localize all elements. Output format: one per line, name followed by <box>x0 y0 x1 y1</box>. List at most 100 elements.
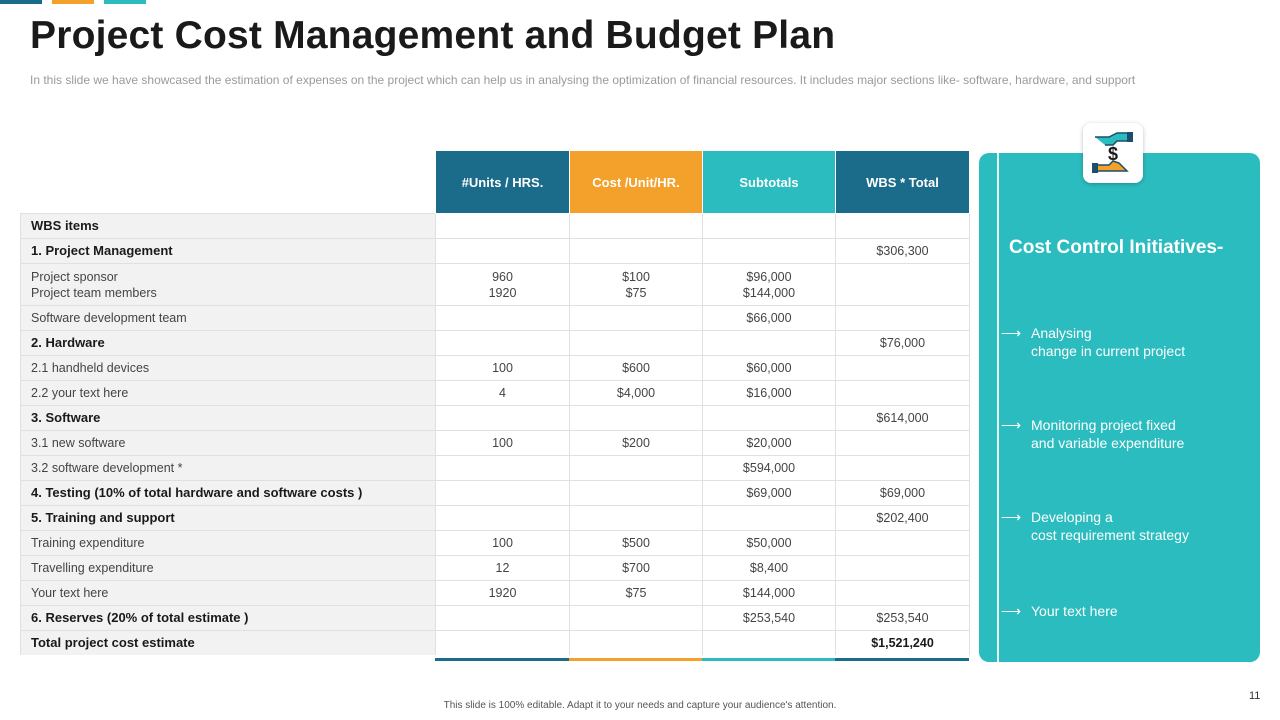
arrow-right-icon: ⟶ <box>1001 417 1022 433</box>
row-cost-cell <box>569 330 703 356</box>
row-total-cell <box>835 555 970 581</box>
row-units-cell: 100 <box>435 530 570 556</box>
table-row: 2. Hardware $76,000 <box>20 330 970 356</box>
footer-note: This slide is 100% editable. Adapt it to… <box>443 700 837 711</box>
row-total-cell <box>835 213 970 239</box>
row-cost-cell <box>569 405 703 431</box>
page-number: 11 <box>1249 690 1261 702</box>
header-empty-cell <box>20 150 436 214</box>
row-units-cell <box>435 238 570 264</box>
column-header-units: #Units / HRS. <box>435 150 570 214</box>
row-cost-cell <box>569 213 703 239</box>
row-units-cell <box>435 480 570 506</box>
row-item-cell: 3.1 new software <box>20 430 436 456</box>
page-title: Project Cost Management and Budget Plan <box>30 14 836 57</box>
row-units-cell <box>435 630 570 655</box>
row-total-cell <box>835 430 970 456</box>
row-cost-cell <box>569 480 703 506</box>
row-units-cell <box>435 330 570 356</box>
svg-text:$: $ <box>1108 144 1118 164</box>
arrow-right-icon: ⟶ <box>1001 509 1022 525</box>
table-row: 3. Software $614,000 <box>20 405 970 431</box>
table-bottom-line-teal <box>702 658 835 661</box>
row-item-cell: 3. Software <box>20 405 436 431</box>
panel-item-text: Analysing change in current project <box>1031 325 1186 359</box>
row-item-cell: 1. Project Management <box>20 238 436 264</box>
panel-item: ⟶ Analysing change in current project <box>1001 324 1256 360</box>
panel-item: ⟶ Monitoring project fixed and variable e… <box>1001 416 1256 452</box>
accent-bar-orange <box>52 0 94 4</box>
row-units-cell <box>435 213 570 239</box>
row-total-cell: $1,521,240 <box>835 630 970 655</box>
row-subtotal-cell: $50,000 <box>702 530 836 556</box>
row-cost-cell: $700 <box>569 555 703 581</box>
cost-control-panel: Cost Control Initiatives- ⟶ Analysing cha… <box>979 153 1260 662</box>
row-subtotal-cell: $253,540 <box>702 605 836 631</box>
row-subtotal-cell: $144,000 <box>702 580 836 606</box>
arrow-right-icon: ⟶ <box>1001 603 1022 619</box>
table-bottom-line-dark-2 <box>835 658 969 661</box>
row-subtotal-cell: $66,000 <box>702 305 836 331</box>
table-row: Travelling expenditure 12 $700 $8,400 <box>20 555 970 581</box>
row-total-cell: $306,300 <box>835 238 970 264</box>
row-subtotal-cell: $69,000 <box>702 480 836 506</box>
row-subtotal-cell: $16,000 <box>702 380 836 406</box>
row-item-cell: 4. Testing (10% of total hardware and so… <box>20 480 436 506</box>
row-item-cell: 3.2 software development * <box>20 455 436 481</box>
row-item-cell: Training expenditure <box>20 530 436 556</box>
row-item-cell: 6. Reserves (20% of total estimate ) <box>20 605 436 631</box>
row-subtotal-cell <box>702 405 836 431</box>
row-cost-cell: $500 <box>569 530 703 556</box>
row-item-cell: Software development team <box>20 305 436 331</box>
row-total-cell: $202,400 <box>835 505 970 531</box>
row-cost-cell <box>569 238 703 264</box>
panel-item-text: Your text here <box>1031 603 1118 619</box>
accent-bar-dark <box>0 0 42 4</box>
table-row: 4. Testing (10% of total hardware and so… <box>20 480 970 506</box>
row-units-cell <box>435 405 570 431</box>
table-row: 6. Reserves (20% of total estimate ) $253… <box>20 605 970 631</box>
table-row: Your text here 1920 $75 $144,000 <box>20 580 970 606</box>
panel-item: ⟶ Developing a cost requirement strategy <box>1001 508 1256 544</box>
row-item-cell: Travelling expenditure <box>20 555 436 581</box>
row-item-cell: 2.2 your text here <box>20 380 436 406</box>
row-total-cell <box>835 305 970 331</box>
row-total-cell: $253,540 <box>835 605 970 631</box>
table-bottom-line-dark <box>435 658 569 661</box>
row-units-cell: 960 1920 <box>435 263 570 306</box>
row-total-cell: $76,000 <box>835 330 970 356</box>
panel-divider-line <box>997 153 999 662</box>
table-bottom-line-orange <box>569 658 702 661</box>
row-cost-cell <box>569 455 703 481</box>
table-row: Training expenditure 100 $500 $50,000 <box>20 530 970 556</box>
row-subtotal-cell: $96,000 $144,000 <box>702 263 836 306</box>
row-total-cell <box>835 355 970 381</box>
row-subtotal-cell: $594,000 <box>702 455 836 481</box>
panel-title: Cost Control Initiatives- <box>1009 237 1224 258</box>
row-cost-cell <box>569 605 703 631</box>
cost-table: #Units / HRS. Cost /Unit/HR. Subtotals W… <box>20 150 970 655</box>
row-total-cell <box>835 580 970 606</box>
hand-dollar-icon: $ <box>1083 123 1143 183</box>
row-subtotal-cell <box>702 505 836 531</box>
table-row: 5. Training and support $202,400 <box>20 505 970 531</box>
table-row: 3.1 new software 100 $200 $20,000 <box>20 430 970 456</box>
table-row: 2.2 your text here 4 $4,000 $16,000 <box>20 380 970 406</box>
row-units-cell: 12 <box>435 555 570 581</box>
row-item-cell: Your text here <box>20 580 436 606</box>
row-cost-cell <box>569 630 703 655</box>
row-total-cell: $614,000 <box>835 405 970 431</box>
row-total-cell <box>835 530 970 556</box>
row-subtotal-cell <box>702 238 836 264</box>
row-item-cell: Project sponsor Project team members <box>20 263 436 306</box>
table-row: WBS items <box>20 213 970 239</box>
panel-item: ⟶ Your text here <box>1001 602 1256 620</box>
row-units-cell: 4 <box>435 380 570 406</box>
row-total-cell <box>835 263 970 306</box>
row-total-cell: $69,000 <box>835 480 970 506</box>
row-units-cell: 100 <box>435 355 570 381</box>
row-units-cell <box>435 305 570 331</box>
row-subtotal-cell: $60,000 <box>702 355 836 381</box>
panel-item-text: Monitoring project fixed and variable ex… <box>1031 417 1185 451</box>
row-item-cell: 5. Training and support <box>20 505 436 531</box>
